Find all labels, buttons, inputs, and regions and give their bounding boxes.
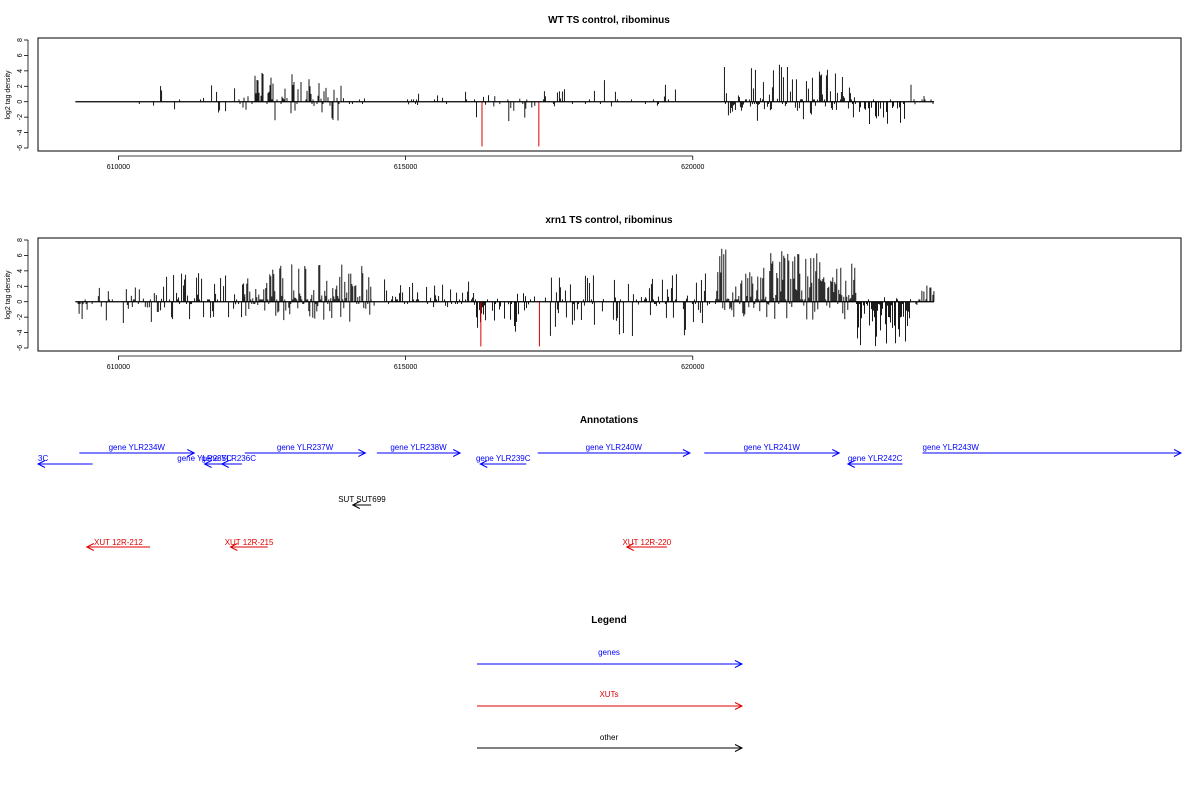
feature-gene-ylr243w[interactable]: gene YLR243W xyxy=(922,443,1183,457)
y-tick-label: -2 xyxy=(17,314,24,320)
feature-label: gene YLR235C xyxy=(177,454,232,463)
feature-gene-ylr234w[interactable]: gene YLR234W xyxy=(79,443,196,457)
y-tick-label: 8 xyxy=(17,38,24,42)
feature-label: XUT 12R-220 xyxy=(622,538,671,547)
feature-gene-ylr238w[interactable]: gene YLR238W xyxy=(376,443,462,457)
arrow-head xyxy=(734,744,744,752)
xrn1-x-axis: 610000 615000 620000 xyxy=(107,355,705,371)
arrow-head xyxy=(479,460,488,468)
xrn1-y-axis-label: log2 tag density xyxy=(5,270,12,320)
y-tick-label: -4 xyxy=(17,329,24,335)
wt-panel-title: WT TS control, ribominus xyxy=(548,15,670,26)
legend-label: other xyxy=(600,733,619,742)
feature-label: gene YLR243W xyxy=(923,443,980,452)
y-tick-label: 0 xyxy=(17,100,24,104)
feature-gene-ylr237w[interactable]: gene YLR237W xyxy=(244,443,367,457)
legend: Legend genes XUTs other xyxy=(477,615,744,752)
feature-label: gene YLR242C xyxy=(848,454,903,463)
feature-label: gene YLR239C xyxy=(476,454,531,463)
feature-label: gene YLR241W xyxy=(744,443,801,452)
wt-signal-marks xyxy=(75,64,935,147)
x-tick-label: 620000 xyxy=(681,364,704,371)
legend-entries: genes XUTs other xyxy=(477,648,744,752)
legend-entry-xuts: XUTs xyxy=(477,690,744,710)
y-tick-label: 4 xyxy=(17,269,24,273)
y-tick-label: -2 xyxy=(17,114,24,120)
arrow-head xyxy=(734,660,744,668)
arrow-head xyxy=(682,449,692,457)
y-tick-label: 6 xyxy=(17,53,24,57)
y-tick-label: 8 xyxy=(17,238,24,242)
feature-label: XUT 12R-215 xyxy=(225,538,274,547)
feature-gene-ylr240w[interactable]: gene YLR240W xyxy=(537,443,692,457)
wt-plot-frame xyxy=(37,37,1182,152)
y-tick-label: 4 xyxy=(17,69,24,73)
y-tick-label: -6 xyxy=(17,145,24,151)
feature-label: 3C xyxy=(38,454,48,463)
wt-y-axis: -6 -4 -2 0 2 4 6 8 xyxy=(17,38,29,151)
legend-title: Legend xyxy=(591,615,627,626)
arrow-head xyxy=(358,449,367,457)
x-tick-label: 615000 xyxy=(394,364,417,371)
feature-label: gene YLR240W xyxy=(586,443,643,452)
y-tick-label: -6 xyxy=(17,345,24,351)
x-tick-label: 610000 xyxy=(107,164,130,171)
y-tick-label: -4 xyxy=(17,129,24,135)
x-tick-label: 610000 xyxy=(107,364,130,371)
arrow-head xyxy=(229,543,238,551)
feature-label: gene YLR238W xyxy=(390,443,447,452)
y-tick-label: 6 xyxy=(17,253,24,257)
x-tick-label: 620000 xyxy=(681,164,704,171)
feature-label: gene YLR237W xyxy=(277,443,334,452)
xrn1-panel-title: xrn1 TS control, ribominus xyxy=(545,215,673,226)
wt-panel: WT TS control, ribominus log2 tag densit… xyxy=(5,15,1182,171)
arrow-head xyxy=(203,460,212,468)
legend-label: XUTs xyxy=(599,690,618,699)
arrow-head xyxy=(625,543,634,551)
feature-gene-ylr235c[interactable]: gene YLR235C xyxy=(177,454,232,468)
legend-entry-genes: genes xyxy=(477,648,744,668)
arrow-head xyxy=(36,460,46,468)
x-tick-label: 615000 xyxy=(394,164,417,171)
arrow-head xyxy=(187,449,196,457)
xrn1-signal-marks xyxy=(75,248,935,347)
feature-gene-ylr233c[interactable]: 3C xyxy=(36,454,93,468)
feature-sut-sut699[interactable]: SUT SUT699 xyxy=(338,495,386,509)
wt-y-axis-label: log2 tag density xyxy=(5,70,12,120)
feature-xut-12r-212[interactable]: XUT 12R-212 xyxy=(85,538,151,551)
feature-gene-ylr239c[interactable]: gene YLR239C xyxy=(476,454,531,468)
feature-gene-ylr236c[interactable]: gene YLR236C xyxy=(201,454,256,468)
arrow-head xyxy=(846,460,856,468)
arrow-head xyxy=(734,702,744,710)
arrow-head xyxy=(832,449,841,457)
arrow-head xyxy=(351,501,360,509)
arrow-head xyxy=(1173,449,1183,457)
feature-gene-ylr241w[interactable]: gene YLR241W xyxy=(704,443,841,457)
xrn1-plot-frame xyxy=(37,237,1182,352)
feature-gene-ylr242c[interactable]: gene YLR242C xyxy=(846,454,903,468)
y-tick-label: 2 xyxy=(17,84,24,88)
annotations-title: Annotations xyxy=(580,415,639,426)
xrn1-panel: xrn1 TS control, ribominus log2 tag dens… xyxy=(5,215,1182,371)
feature-xut-12r-220[interactable]: XUT 12R-220 xyxy=(622,538,672,551)
arrow-head xyxy=(220,460,230,468)
feature-label: SUT SUT699 xyxy=(338,495,386,504)
y-tick-label: 2 xyxy=(17,284,24,288)
legend-entry-other: other xyxy=(477,733,744,752)
y-tick-label: 0 xyxy=(17,300,24,304)
xrn1-y-axis: -6 -4 -2 0 2 4 6 8 xyxy=(17,238,29,351)
arrow-head xyxy=(85,543,95,551)
legend-label: genes xyxy=(598,648,620,657)
feature-label: XUT 12R-212 xyxy=(94,538,143,547)
feature-label: gene YLR236C xyxy=(201,454,256,463)
wt-x-axis: 610000 615000 620000 xyxy=(107,155,705,171)
feature-label: gene YLR234W xyxy=(109,443,166,452)
feature-xut-12r-215[interactable]: XUT 12R-215 xyxy=(225,538,274,551)
arrow-head xyxy=(452,449,462,457)
